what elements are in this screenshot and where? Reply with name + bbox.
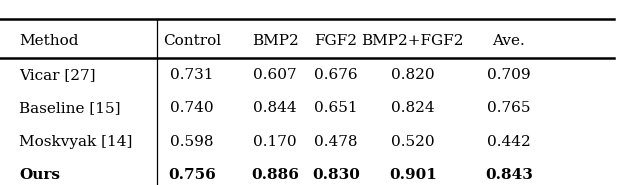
Text: 0.901: 0.901 bbox=[389, 168, 436, 182]
Text: Vicar [27]: Vicar [27] bbox=[19, 68, 96, 82]
Text: 0.170: 0.170 bbox=[253, 134, 297, 149]
Text: Method: Method bbox=[19, 34, 79, 48]
Text: 0.756: 0.756 bbox=[168, 168, 216, 182]
Text: 0.607: 0.607 bbox=[253, 68, 297, 82]
Text: 0.740: 0.740 bbox=[170, 101, 214, 115]
Text: 0.676: 0.676 bbox=[314, 68, 358, 82]
Text: 0.765: 0.765 bbox=[487, 101, 531, 115]
Text: BMP2+FGF2: BMP2+FGF2 bbox=[362, 34, 464, 48]
Text: 0.478: 0.478 bbox=[314, 134, 358, 149]
Text: Ave.: Ave. bbox=[492, 34, 525, 48]
Text: Baseline [15]: Baseline [15] bbox=[19, 101, 121, 115]
Text: 0.598: 0.598 bbox=[170, 134, 214, 149]
Text: 0.830: 0.830 bbox=[312, 168, 360, 182]
Text: 0.843: 0.843 bbox=[485, 168, 532, 182]
Text: FGF2: FGF2 bbox=[314, 34, 358, 48]
Text: 0.886: 0.886 bbox=[252, 168, 299, 182]
Text: 0.731: 0.731 bbox=[170, 68, 214, 82]
Text: Ours: Ours bbox=[19, 168, 60, 182]
Text: Control: Control bbox=[163, 34, 221, 48]
Text: BMP2: BMP2 bbox=[252, 34, 299, 48]
Text: 0.824: 0.824 bbox=[391, 101, 435, 115]
Text: 0.442: 0.442 bbox=[487, 134, 531, 149]
Text: 0.820: 0.820 bbox=[391, 68, 435, 82]
Text: 0.709: 0.709 bbox=[487, 68, 531, 82]
Text: 0.844: 0.844 bbox=[253, 101, 297, 115]
Text: Moskvyak [14]: Moskvyak [14] bbox=[19, 134, 132, 149]
Text: 0.651: 0.651 bbox=[314, 101, 358, 115]
Text: 0.520: 0.520 bbox=[391, 134, 435, 149]
